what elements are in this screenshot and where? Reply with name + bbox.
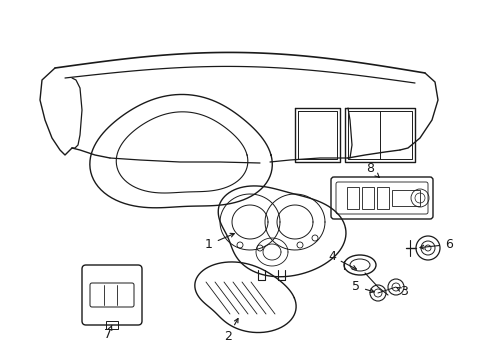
Text: 5: 5 (351, 280, 373, 293)
Bar (376, 187, 388, 209)
Text: 3: 3 (396, 285, 407, 298)
Text: 6: 6 (419, 238, 452, 251)
Bar (106, 321, 118, 329)
Text: 4: 4 (327, 250, 356, 269)
Bar (361, 187, 373, 209)
Text: 2: 2 (224, 319, 238, 343)
Text: 1: 1 (204, 233, 234, 251)
Bar (391, 190, 419, 206)
Bar (346, 187, 358, 209)
Text: 7: 7 (104, 325, 112, 341)
Text: 8: 8 (365, 162, 378, 177)
